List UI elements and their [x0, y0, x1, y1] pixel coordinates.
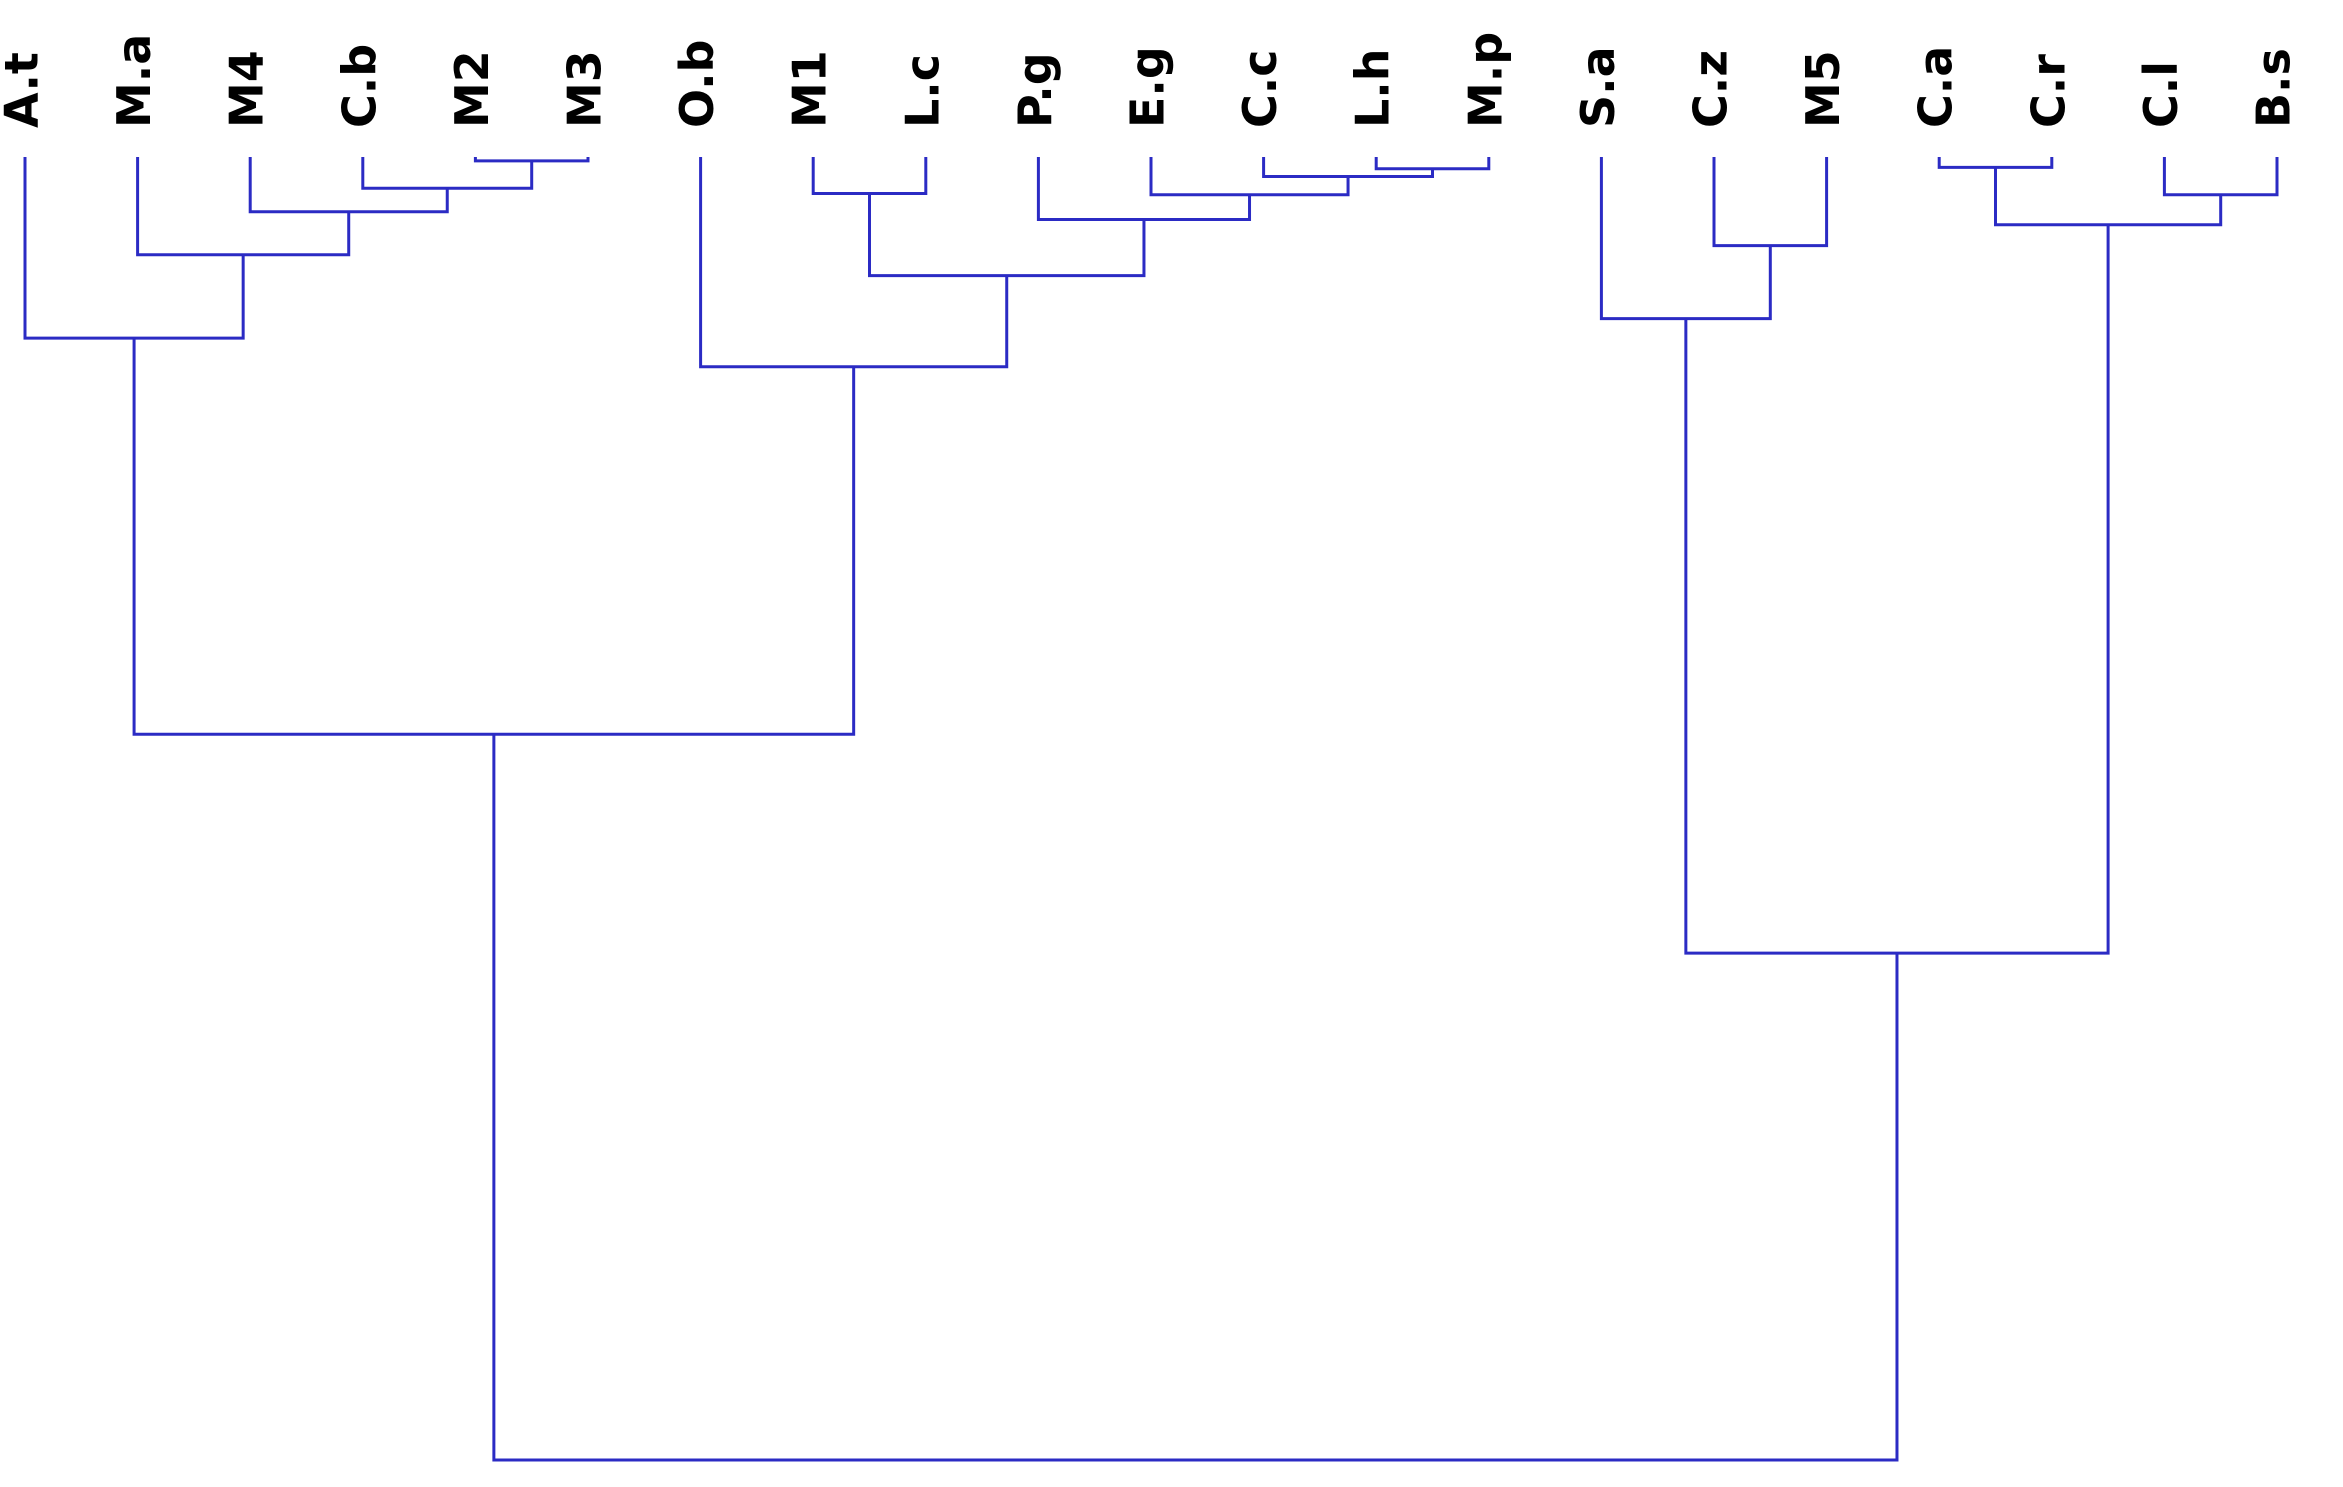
leaf-label: C.b: [332, 44, 386, 128]
merge-link: [492, 734, 1899, 1462]
merge-link: [699, 157, 1009, 369]
leaf-label: A.t: [0, 52, 49, 128]
leaf-label: M3: [558, 50, 612, 128]
leaf-label: L.h: [1346, 48, 1400, 128]
merge-link: [1712, 157, 1829, 248]
leaf-label: M5: [1796, 50, 1850, 128]
merge-link: [248, 157, 449, 214]
merge-link: [811, 157, 928, 195]
leaf-label: C.r: [2021, 54, 2075, 128]
merge-link: [1684, 224, 2110, 955]
merge-link: [2162, 157, 2279, 197]
leaf-label: B.s: [2247, 48, 2301, 128]
leaf-label: M.a: [107, 34, 161, 128]
leaf-label: E.g: [1121, 46, 1175, 128]
leaf-label: C.z: [1684, 50, 1738, 128]
merge-link: [1937, 157, 2054, 169]
merge-link: [23, 157, 245, 340]
leaf-label: L.c: [895, 54, 949, 128]
merge-link: [132, 338, 856, 736]
leaf-label: S.a: [1571, 46, 1625, 128]
leaf-label: M1: [783, 50, 837, 128]
leaf-label: M2: [445, 50, 499, 128]
merge-link: [1262, 157, 1434, 179]
leaf-label: M4: [220, 50, 274, 128]
merge-link: [868, 193, 1146, 278]
leaf-label: C.c: [1233, 49, 1287, 128]
merge-link: [1036, 157, 1252, 222]
leaf-label: M.p: [1458, 32, 1512, 128]
leaf-label: C.l: [2134, 61, 2188, 128]
merge-link: [136, 157, 351, 257]
merge-link: [1599, 157, 1772, 321]
leaf-label: C.a: [1909, 46, 1963, 128]
merge-link: [473, 157, 590, 163]
leaf-label: O.b: [670, 40, 724, 129]
leaf-label: P.g: [1008, 52, 1062, 128]
merge-link: [1374, 157, 1491, 171]
